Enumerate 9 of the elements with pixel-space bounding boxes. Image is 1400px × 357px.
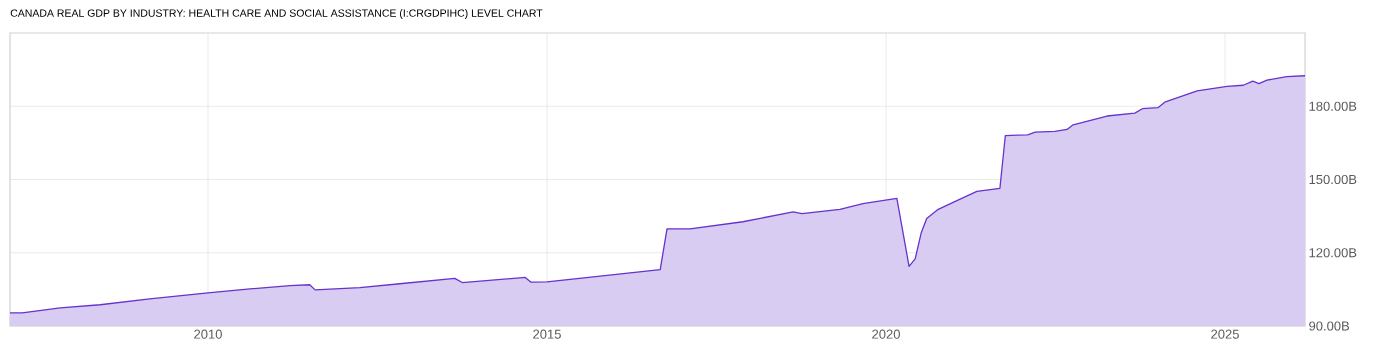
y-tick-label: 150.00B: [1309, 174, 1357, 185]
x-tick-label: 2025: [1211, 329, 1239, 339]
y-tick-label: 90.00B: [1309, 321, 1350, 331]
x-tick-label: 2015: [533, 329, 561, 339]
chart-title: CANADA REAL GDP BY INDUSTRY: HEALTH CARE AND SOCIAL ASSISTANCE (I:CRGDPIHC) LEVEL CHART: [10, 9, 543, 19]
y-tick-label: 180.00B: [1309, 101, 1357, 111]
x-tick-label: 2010: [194, 329, 222, 339]
y-tick-label: 120.00B: [1309, 248, 1357, 258]
x-tick-label: 2020: [872, 329, 900, 339]
